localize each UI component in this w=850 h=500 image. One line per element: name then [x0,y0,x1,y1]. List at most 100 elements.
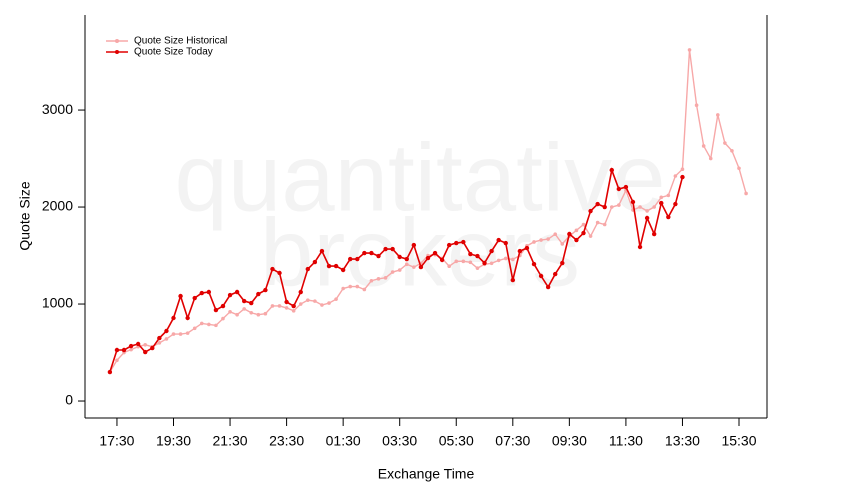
point [178,332,183,336]
point [447,264,451,269]
point [164,337,169,341]
point [553,271,558,277]
point [171,332,176,336]
y-tick-label: 0 [65,392,73,408]
point [588,234,593,238]
point [574,228,579,233]
point [143,342,148,347]
point [306,298,310,302]
point [376,253,381,259]
point [468,251,473,257]
point [340,267,346,273]
x-tick-label: 07:30 [495,433,530,449]
point [425,255,431,261]
point [277,270,282,276]
point [320,303,324,307]
point [327,301,331,305]
point [553,232,558,237]
point [687,48,692,52]
y-tick-label: 3000 [42,101,73,117]
x-axis-label: Exchange Time [378,466,475,482]
x-tick-label: 05:30 [439,433,474,449]
point [390,246,395,252]
point [228,309,232,314]
point [121,347,127,353]
point [595,201,600,207]
point [737,166,741,171]
point [616,186,622,192]
y-tick-label: 2000 [42,198,73,214]
point [334,297,338,301]
legend-point [115,50,119,54]
point [716,113,720,117]
point [694,103,699,108]
point [305,266,311,272]
point [524,245,530,251]
point [468,260,473,265]
point [270,304,275,308]
point [221,316,225,321]
point [475,253,480,259]
series-line [109,167,684,373]
point [418,264,424,270]
point [256,291,261,297]
y-axis-label: Quote Size [17,181,33,250]
point [673,174,678,178]
point [234,289,240,295]
point [199,290,204,296]
point [192,295,197,301]
point [539,238,543,242]
point [432,250,438,256]
point [164,328,169,334]
point [319,248,325,254]
watermark: brokers [260,199,580,306]
point [129,347,133,352]
point [214,323,218,328]
point [645,209,649,213]
point [546,237,550,241]
point [510,277,516,283]
point [157,341,162,345]
point [581,230,586,236]
point [277,304,282,308]
point [291,309,296,313]
point [270,266,275,272]
point [545,284,551,290]
point [630,199,636,205]
point [383,276,388,280]
point [439,257,445,263]
point [511,257,515,262]
point [341,286,345,291]
point [723,141,727,145]
point [369,278,374,283]
point [185,331,190,335]
point [609,205,614,209]
point [581,222,586,227]
point [114,347,120,353]
y-tick-label: 1000 [42,295,73,311]
point [461,239,466,245]
point [609,167,614,173]
point [454,240,459,246]
point [241,298,247,304]
x-tick-label: 17:30 [99,433,134,449]
point [348,284,353,289]
point [652,205,656,209]
point [461,259,466,264]
point [362,250,367,256]
point [263,287,268,293]
point [135,341,141,347]
point [412,265,416,269]
point [192,326,197,331]
point [383,246,388,252]
point [227,292,233,298]
point [298,302,303,306]
point [355,256,360,262]
point [701,144,706,148]
point [602,222,607,227]
point [680,167,685,172]
point [157,335,162,341]
point [503,256,508,261]
point [150,345,155,351]
x-tick-label: 03:30 [382,433,417,449]
